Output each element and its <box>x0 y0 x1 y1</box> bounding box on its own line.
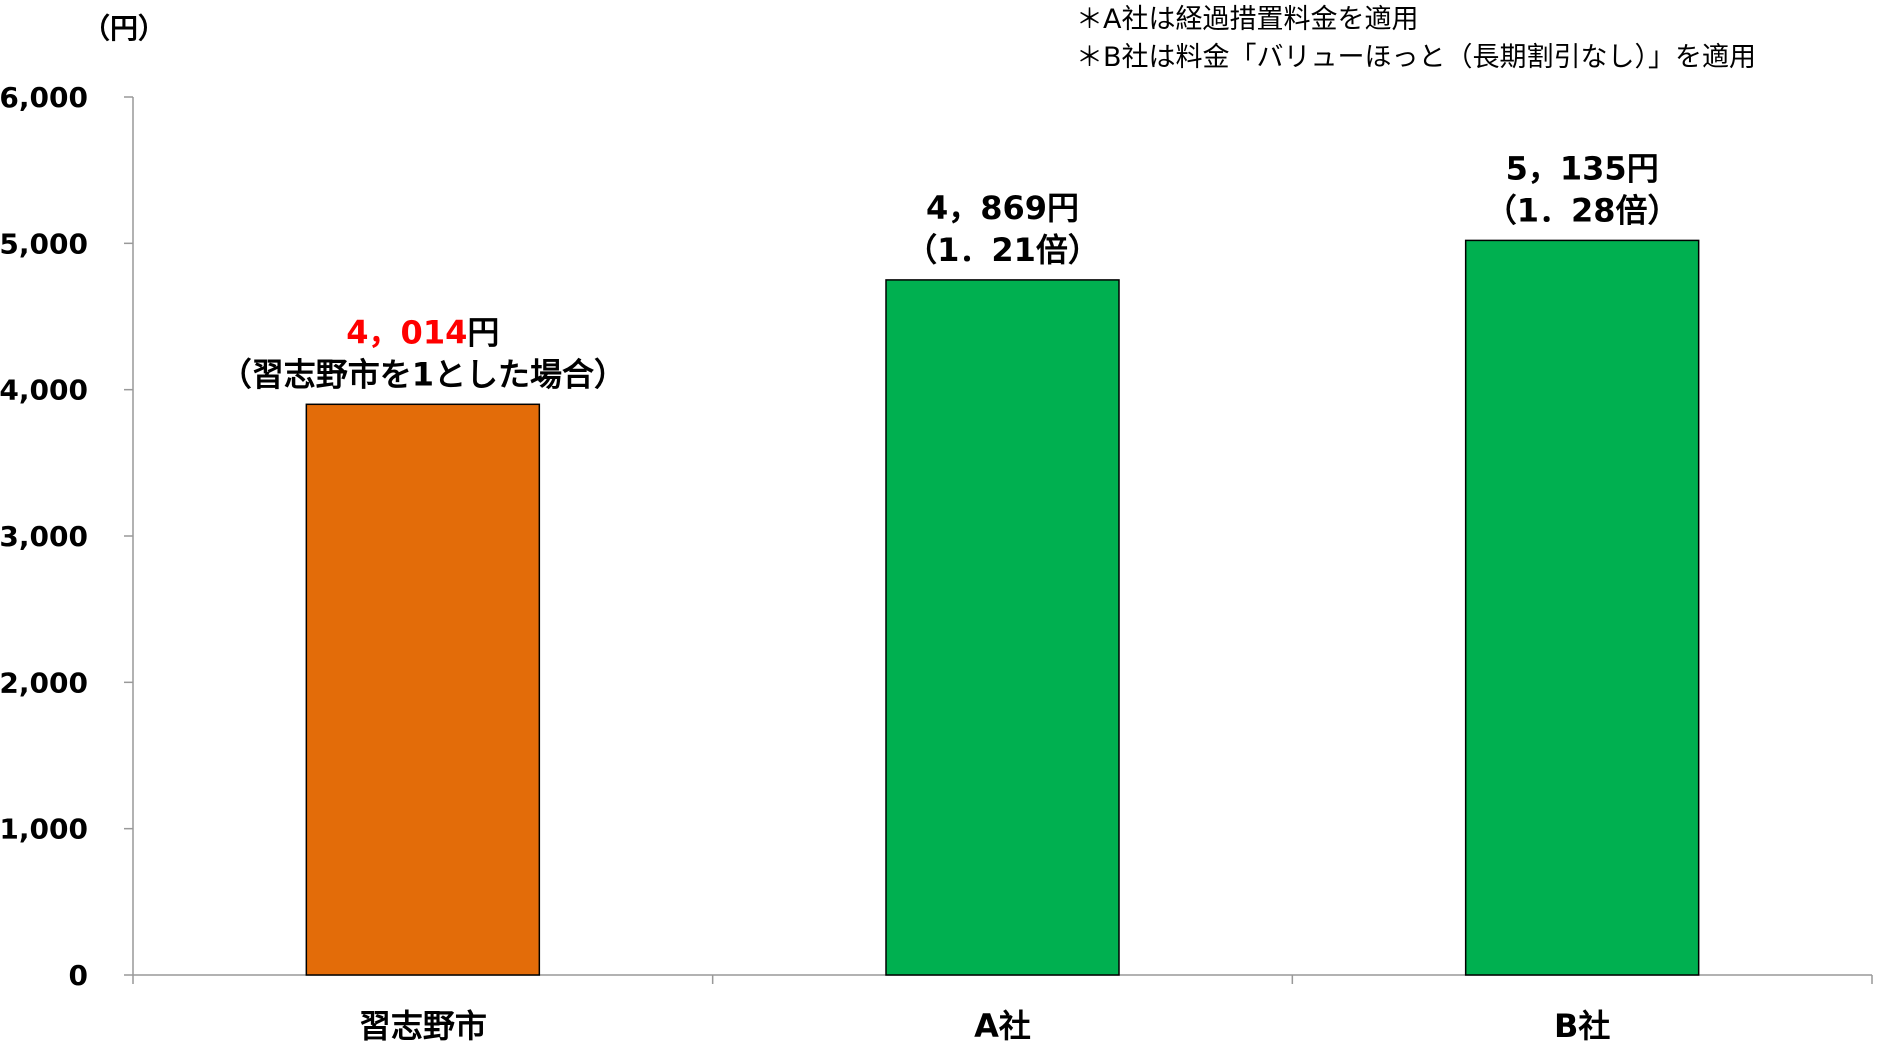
data-label-sub: （1．28倍） <box>1485 191 1680 229</box>
bar-1 <box>305 403 541 976</box>
y-tick-label: 3,000 <box>0 520 88 553</box>
bars <box>305 239 1700 976</box>
data-label-value: 4，014円 <box>346 313 499 351</box>
y-tick-label: 4,000 <box>0 374 88 407</box>
data-label-number: 5，135 <box>1506 149 1627 187</box>
data-label-sub: （習志野市を1とした場合） <box>220 355 626 393</box>
y-tick-label: 6,000 <box>0 81 88 114</box>
x-category-label: 習志野市 <box>359 1007 487 1043</box>
data-label-unit: 円 <box>467 313 499 351</box>
bar-3 <box>1464 239 1700 976</box>
data-label-value: 5，135円 <box>1506 149 1659 187</box>
y-tick-label: 2,000 <box>0 666 88 699</box>
data-label-unit: 円 <box>1047 189 1079 227</box>
bar-2 <box>885 279 1120 976</box>
data-labels: 4，014円（習志野市を1とした場合）4，869円（1．21倍）5，135円（1… <box>220 149 1680 393</box>
note-2: ＊B社は料金「バリューほっと（長期割引なし）」を適用 <box>1076 42 1756 73</box>
data-label-value: 4，869円 <box>926 189 1079 227</box>
data-label-sub: （1．21倍） <box>905 231 1100 269</box>
y-axis-label: （円） <box>82 12 166 45</box>
data-label-number: 4，014 <box>346 313 467 351</box>
y-ticks: 0 1,000 2,000 3,000 4,000 5,000 6,000 <box>0 81 133 992</box>
data-label-unit: 円 <box>1627 149 1659 187</box>
y-tick-label: 5,000 <box>0 227 88 260</box>
x-ticks: 習志野市 A社 B社 <box>132 975 1873 1043</box>
y-tick-label: 0 <box>69 959 88 992</box>
note-1: ＊A社は経過措置料金を適用 <box>1076 4 1418 35</box>
x-category-label: B社 <box>1554 1007 1610 1043</box>
data-label-number: 4，869 <box>926 189 1047 227</box>
x-category-label: A社 <box>974 1007 1031 1043</box>
y-tick-label: 1,000 <box>0 813 88 846</box>
